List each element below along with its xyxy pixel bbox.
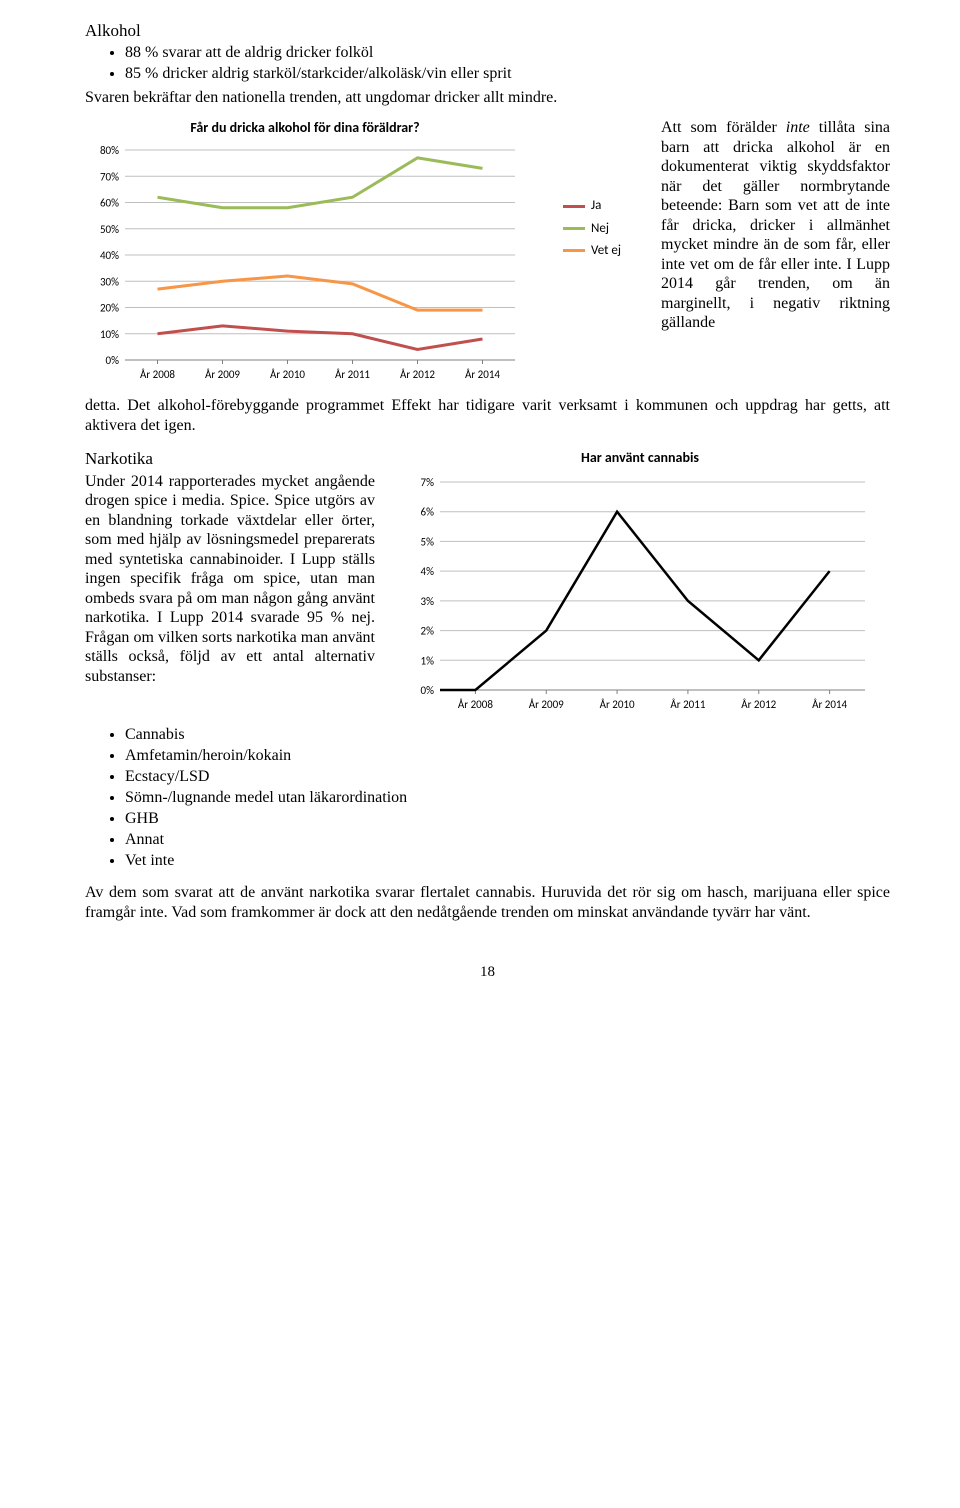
svg-text:7%: 7% [421, 476, 435, 489]
svg-text:30%: 30% [100, 276, 119, 289]
section-narkotika-title: Narkotika [85, 448, 375, 469]
bullet: GHB [125, 809, 890, 829]
bullet: Sömn-/lugnande medel utan läkarordinatio… [125, 788, 890, 808]
svg-text:År 2011: År 2011 [670, 698, 705, 711]
svg-text:1%: 1% [421, 655, 435, 668]
side-paragraph: Att som förälder inte tillåta sina barn … [661, 118, 890, 333]
svg-text:År 2010: År 2010 [600, 698, 635, 711]
svg-text:40%: 40% [100, 249, 119, 262]
alkohol-bullets: 88 % svarar att de aldrig dricker folköl… [125, 43, 890, 84]
bullet: Vet inte [125, 851, 890, 871]
legend-swatch [563, 249, 585, 252]
legend-item: Nej [563, 221, 623, 237]
legend-item: Vet ej [563, 243, 623, 259]
page-number: 18 [85, 963, 890, 982]
bullet: Amfetamin/heroin/kokain [125, 746, 890, 766]
svg-text:År 2012: År 2012 [400, 368, 435, 381]
svg-text:5%: 5% [421, 536, 435, 549]
legend-label: Ja [591, 198, 601, 214]
bullet: 88 % svarar att de aldrig dricker folköl [125, 43, 890, 63]
svg-text:År 2008: År 2008 [140, 368, 175, 381]
bullet: Annat [125, 830, 890, 850]
svg-text:Får du dricka alkohol för dina: Får du dricka alkohol för dina föräldrar… [190, 119, 419, 136]
narkotika-text: Under 2014 rapporterades mycket angående… [85, 472, 375, 687]
svg-text:År 2014: År 2014 [812, 698, 847, 711]
svg-text:80%: 80% [100, 144, 119, 157]
svg-text:År 2009: År 2009 [205, 368, 240, 381]
section-alkohol-title: Alkohol [85, 20, 890, 41]
svg-text:60%: 60% [100, 197, 119, 210]
bullet: Ecstacy/LSD [125, 767, 890, 787]
svg-text:År 2009: År 2009 [529, 698, 564, 711]
bullet: 85 % dricker aldrig starköl/starkcider/a… [125, 64, 890, 84]
svg-text:0%: 0% [421, 684, 435, 697]
svg-text:6%: 6% [421, 506, 435, 519]
svg-text:70%: 70% [100, 171, 119, 184]
svg-text:År 2010: År 2010 [270, 368, 305, 381]
chart-alkohol-legend: Ja Nej Vet ej [563, 118, 623, 259]
legend-swatch [563, 227, 585, 230]
bullet: Cannabis [125, 725, 890, 745]
svg-text:År 2012: År 2012 [741, 698, 776, 711]
side-italic: inte [786, 119, 810, 136]
svg-text:År 2011: År 2011 [335, 368, 370, 381]
svg-text:År 2008: År 2008 [458, 698, 493, 711]
svg-text:50%: 50% [100, 223, 119, 236]
side-rest: tillåta sina barn att dricka alkohol är … [661, 119, 890, 331]
chart-cannabis: Har använt cannabis 0% 1% 2% 3% 4% 5% 6% 7% År 20… [405, 448, 890, 724]
final-paragraph: Av dem som svarat att de använt narkotik… [85, 883, 890, 923]
svg-text:2%: 2% [421, 625, 435, 638]
legend-swatch [563, 205, 585, 208]
chart-alkohol: Får du dricka alkohol för dina föräldrar… [85, 118, 525, 394]
svg-text:År 2014: År 2014 [465, 368, 500, 381]
svg-text:Har använt cannabis: Har använt cannabis [581, 449, 699, 466]
alkohol-intro: Svaren bekräftar den nationella trenden,… [85, 88, 890, 108]
after-chart1-paragraph: detta. Det alkohol-förebyggande programm… [85, 396, 890, 436]
svg-text:4%: 4% [421, 565, 435, 578]
svg-text:0%: 0% [106, 354, 120, 367]
legend-label: Vet ej [591, 243, 621, 259]
svg-text:10%: 10% [100, 328, 119, 341]
svg-text:3%: 3% [421, 595, 435, 608]
legend-label: Nej [591, 221, 609, 237]
legend-item: Ja [563, 198, 623, 214]
svg-text:20%: 20% [100, 302, 119, 315]
side-prefix: Att som förälder [661, 119, 786, 136]
narkotika-bullets: CannabisAmfetamin/heroin/kokainEcstacy/L… [125, 725, 890, 871]
